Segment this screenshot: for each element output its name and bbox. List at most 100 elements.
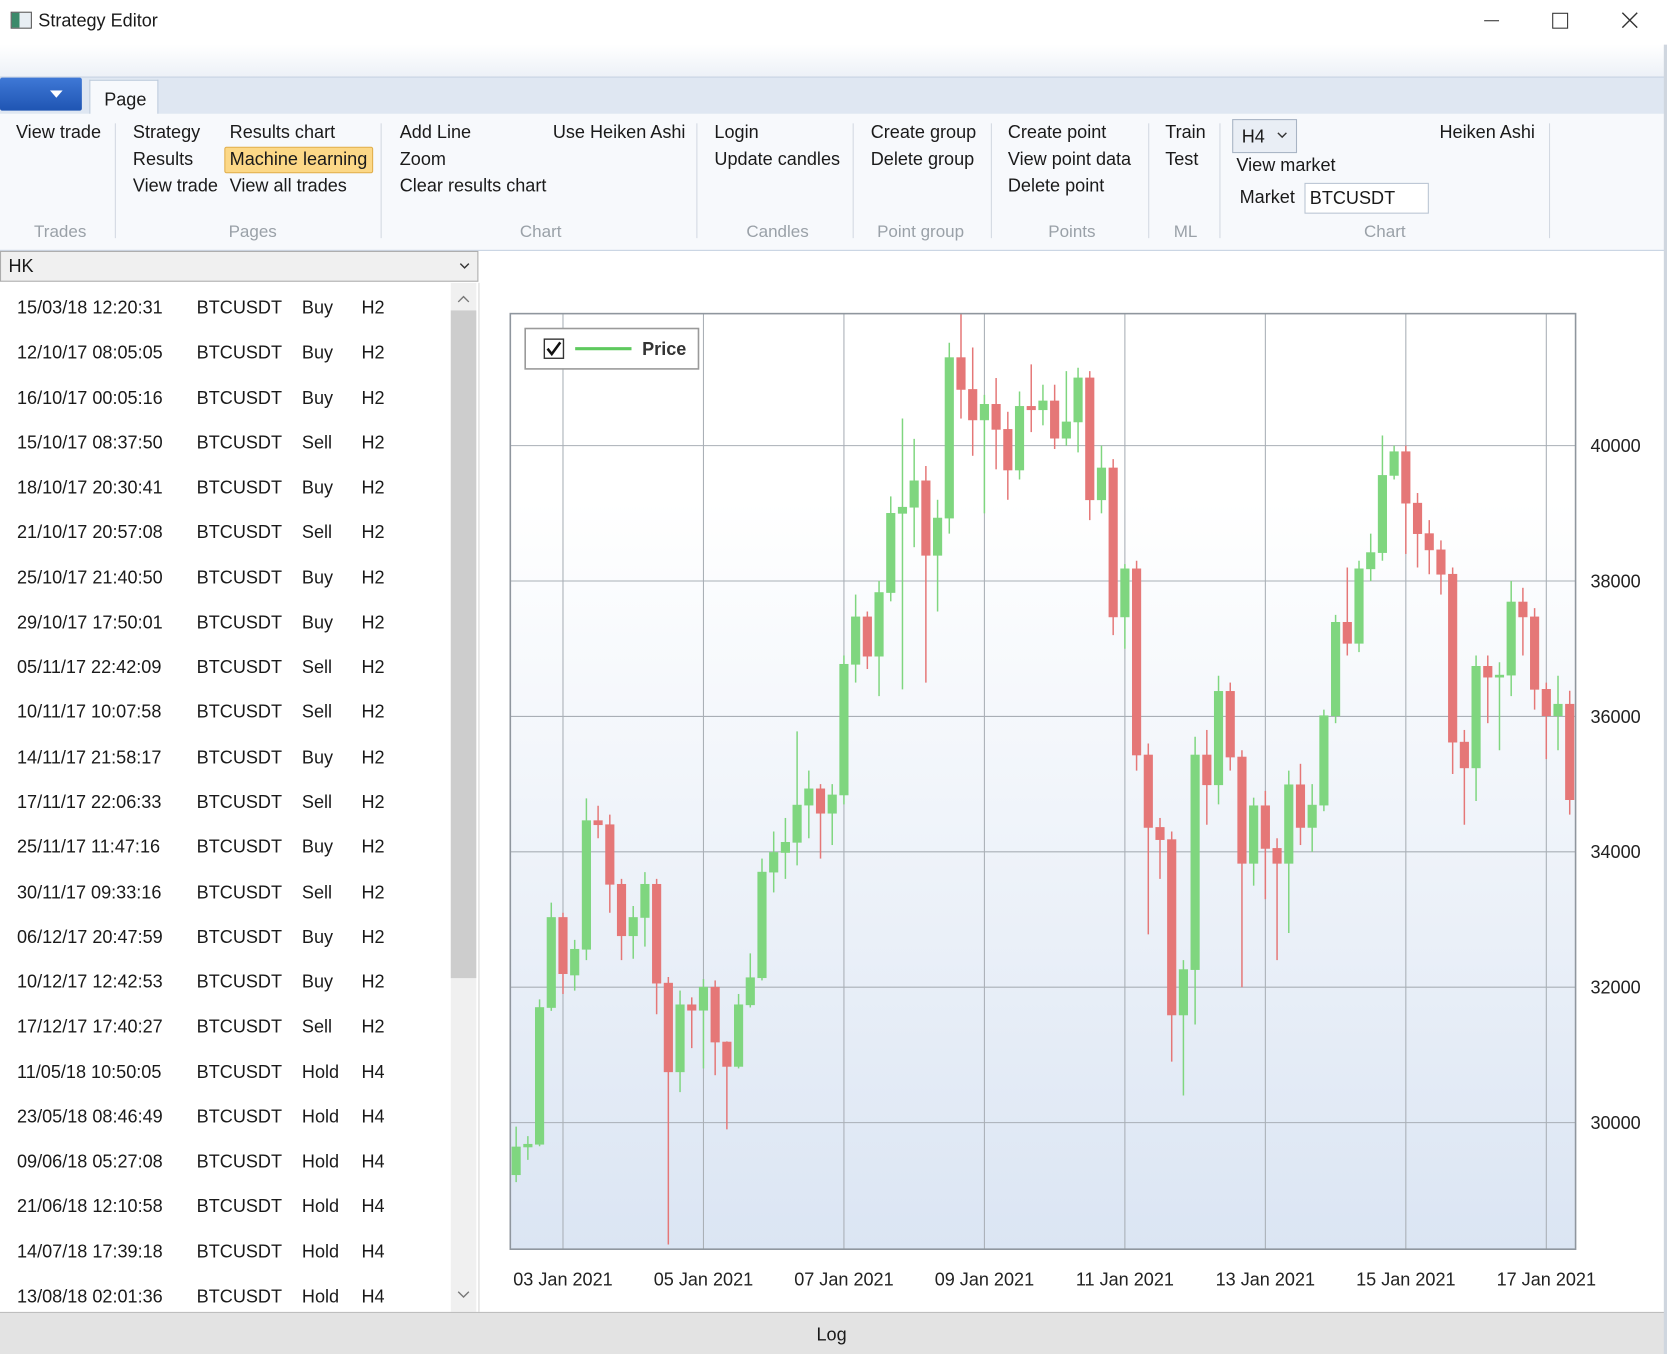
scroll-thumb[interactable] [450,310,477,979]
trade-cell[interactable]: Hold [301,1196,340,1217]
trade-cell[interactable]: BTCUSDT [196,881,283,903]
trade-cell[interactable]: BTCUSDT [196,342,283,363]
trade-cell[interactable]: Sell [301,1016,333,1037]
trade-cell[interactable]: BTCUSDT [196,1151,283,1172]
trade-cell[interactable]: BTCUSDT [196,432,283,453]
scroll-down[interactable] [457,1291,470,1300]
ribbon-button[interactable]: View trade [15,122,102,143]
trade-cell[interactable]: H2 [361,971,385,992]
ribbon-button[interactable]: Add Line [399,122,472,143]
trade-cell[interactable]: H2 [361,297,385,318]
trade-cell[interactable]: 06/12/17 20:47:59 [17,926,163,948]
trade-cell[interactable]: BTCUSDT [196,1106,283,1127]
trade-cell[interactable]: H2 [361,747,385,768]
ribbon-button[interactable]: Test [1165,148,1199,170]
trade-cell[interactable]: BTCUSDT [196,567,283,588]
ribbon-button[interactable]: Create group [870,122,977,143]
trade-cell[interactable]: H2 [361,432,385,453]
trade-cell[interactable]: Buy [301,477,334,498]
app-menu-button[interactable] [0,77,82,111]
trade-cell[interactable]: BTCUSDT [196,297,283,318]
ribbon-button[interactable]: Train [1165,122,1206,143]
trade-cell[interactable]: 17/11/17 22:06:33 [17,792,162,813]
timeframe-combobox[interactable]: H4 [1232,119,1298,154]
trade-cell[interactable]: BTCUSDT [196,1016,283,1037]
trade-cell[interactable]: H2 [361,926,385,948]
trade-cell[interactable]: Hold [301,1286,340,1307]
log-button[interactable]: Log [0,1311,1665,1354]
trade-cell[interactable]: H2 [361,836,385,858]
trade-cell[interactable]: 12/10/17 08:05:05 [17,342,163,363]
ribbon-button[interactable]: Zoom [399,148,446,170]
trade-cell[interactable]: 15/10/17 08:37:50 [17,432,163,453]
trade-cell[interactable]: BTCUSDT [196,926,283,948]
trade-cell[interactable]: BTCUSDT [196,1286,283,1307]
trade-cell[interactable]: Sell [301,657,333,678]
trade-cell[interactable]: 30/11/17 09:33:16 [17,881,162,903]
trade-cell[interactable]: BTCUSDT [196,612,283,633]
ribbon-button[interactable]: Login [714,122,759,143]
trade-cell[interactable]: BTCUSDT [196,522,283,543]
trade-cell[interactable]: H4 [361,1151,385,1172]
scrollbar[interactable] [450,282,477,1312]
trade-cell[interactable]: Buy [301,297,334,318]
trade-cell[interactable]: Buy [301,971,334,992]
trade-cell[interactable]: BTCUSDT [196,387,283,408]
trade-cell[interactable]: Buy [301,612,334,633]
trade-cell[interactable]: BTCUSDT [196,836,283,858]
close-button[interactable] [1621,12,1638,29]
trade-cell[interactable]: Buy [301,836,334,858]
trade-cell[interactable]: BTCUSDT [196,971,283,992]
trade-cell[interactable]: BTCUSDT [196,657,283,678]
trade-cell[interactable]: H2 [361,477,385,498]
ribbon-button[interactable]: Strategy [132,122,201,143]
trade-cell[interactable]: 10/12/17 12:42:53 [17,971,163,992]
trade-cell[interactable]: Sell [301,792,333,813]
trade-cell[interactable]: H2 [361,702,385,723]
trade-cell[interactable]: 21/06/18 12:10:58 [17,1196,163,1217]
trade-cell[interactable]: BTCUSDT [196,702,283,723]
trade-cell[interactable]: 23/05/18 08:46:49 [17,1106,163,1127]
maximize-button[interactable] [1552,12,1569,29]
trade-cell[interactable]: 29/10/17 17:50:01 [17,612,163,633]
ribbon-button[interactable]: Machine learning [229,148,368,170]
trade-cell[interactable]: BTCUSDT [196,477,283,498]
trade-cell[interactable]: Sell [301,432,333,453]
trade-cell[interactable]: H4 [361,1196,385,1217]
trade-cell[interactable]: 25/11/17 11:47:16 [17,836,161,858]
trade-cell[interactable]: 09/06/18 05:27:08 [17,1151,163,1172]
trade-cell[interactable]: 25/10/17 21:40:50 [17,567,163,588]
trade-cell[interactable]: 17/12/17 17:40:27 [17,1016,163,1037]
trade-cell[interactable]: H4 [361,1286,385,1307]
trade-cell[interactable]: H4 [361,1061,385,1082]
trade-cell[interactable]: H2 [361,612,385,633]
trade-cell[interactable]: Buy [301,387,334,408]
trade-cell[interactable]: H2 [361,657,385,678]
trade-cell[interactable]: Hold [301,1241,340,1262]
trade-cell[interactable]: Buy [301,342,334,363]
trade-cell[interactable]: 14/07/18 17:39:18 [17,1241,163,1262]
trade-cell[interactable]: H2 [361,792,385,813]
trade-cell[interactable]: Sell [301,881,333,903]
trade-cell[interactable]: BTCUSDT [196,1241,283,1262]
trade-cell[interactable]: 10/11/17 10:07:58 [17,702,162,723]
trade-cell[interactable]: H2 [361,881,385,903]
ribbon-button[interactable]: View point data [1007,148,1132,170]
trade-cell[interactable]: 11/05/18 10:50:05 [17,1061,162,1082]
trade-cell[interactable]: Buy [301,567,334,588]
ribbon-button[interactable]: Delete point [1007,175,1105,196]
trade-cell[interactable]: BTCUSDT [196,1061,283,1082]
trade-cell[interactable]: 14/11/17 21:58:17 [17,747,162,768]
trade-cell[interactable]: Hold [301,1151,340,1172]
trade-cell[interactable]: H2 [361,522,385,543]
ribbon-button[interactable]: Create point [1007,122,1107,143]
trade-cell[interactable]: BTCUSDT [196,747,283,768]
trade-cell[interactable]: Sell [301,522,333,543]
ribbon-button[interactable]: View trade [132,175,218,196]
trade-cell[interactable]: Sell [301,702,333,723]
trade-cell[interactable]: 18/10/17 20:30:41 [17,477,163,498]
ribbon-button[interactable]: Heiken Ashi [1439,122,1535,143]
ribbon-button[interactable]: Results [132,148,194,170]
trade-cell[interactable]: H2 [361,1016,385,1037]
trade-cell[interactable]: H4 [361,1241,385,1262]
